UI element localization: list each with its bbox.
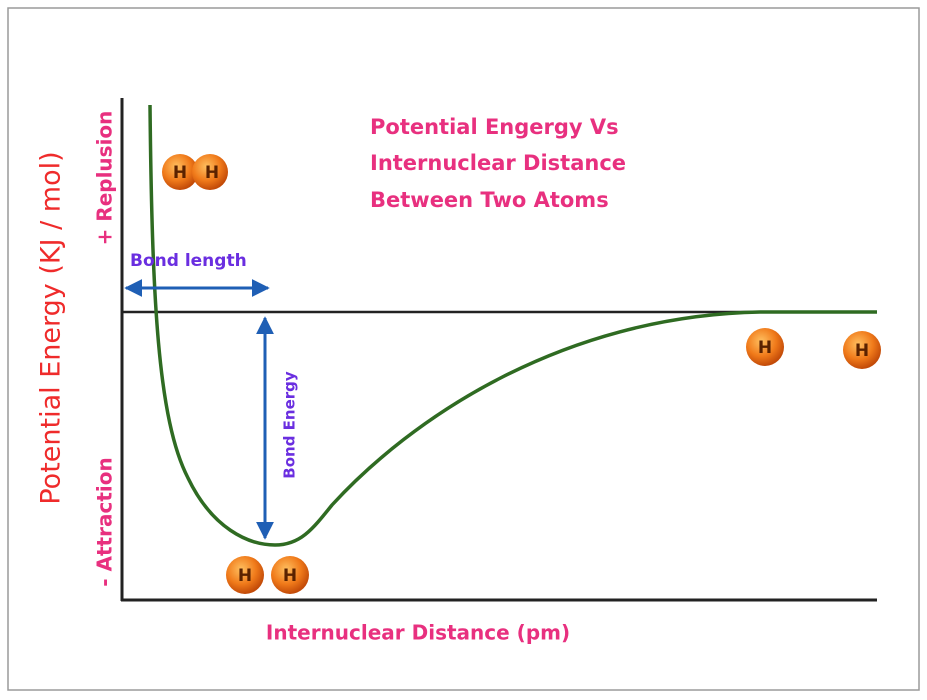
atom-label: H bbox=[173, 163, 187, 183]
atom: H bbox=[746, 328, 784, 366]
atom-label: H bbox=[758, 338, 772, 358]
atom: H bbox=[271, 556, 309, 594]
x-axis-label: Internuclear Distance (pm) bbox=[266, 621, 570, 645]
atom-label: H bbox=[205, 163, 219, 183]
title-line: Between Two Atoms bbox=[370, 188, 609, 212]
title-line: Potential Engergy Vs bbox=[370, 115, 619, 139]
bond-length-label: Bond length bbox=[130, 251, 247, 271]
page: Potential Engergy Vs Internuclear Distan… bbox=[0, 0, 927, 700]
y-top-label: + Replusion bbox=[93, 111, 117, 246]
diagram: Potential Engergy Vs Internuclear Distan… bbox=[0, 0, 927, 700]
title-line: Internuclear Distance bbox=[370, 151, 626, 175]
atom-label: H bbox=[283, 566, 297, 586]
atom: H bbox=[192, 154, 228, 190]
atom: H bbox=[843, 331, 881, 369]
atom-label: H bbox=[855, 341, 869, 361]
atom: H bbox=[226, 556, 264, 594]
y-axis-label: Potential Energy (KJ / mol) bbox=[36, 151, 67, 504]
bond-energy-label: Bond Energy bbox=[281, 371, 299, 479]
y-bottom-label: - Attraction bbox=[93, 457, 117, 586]
atom-label: H bbox=[238, 566, 252, 586]
